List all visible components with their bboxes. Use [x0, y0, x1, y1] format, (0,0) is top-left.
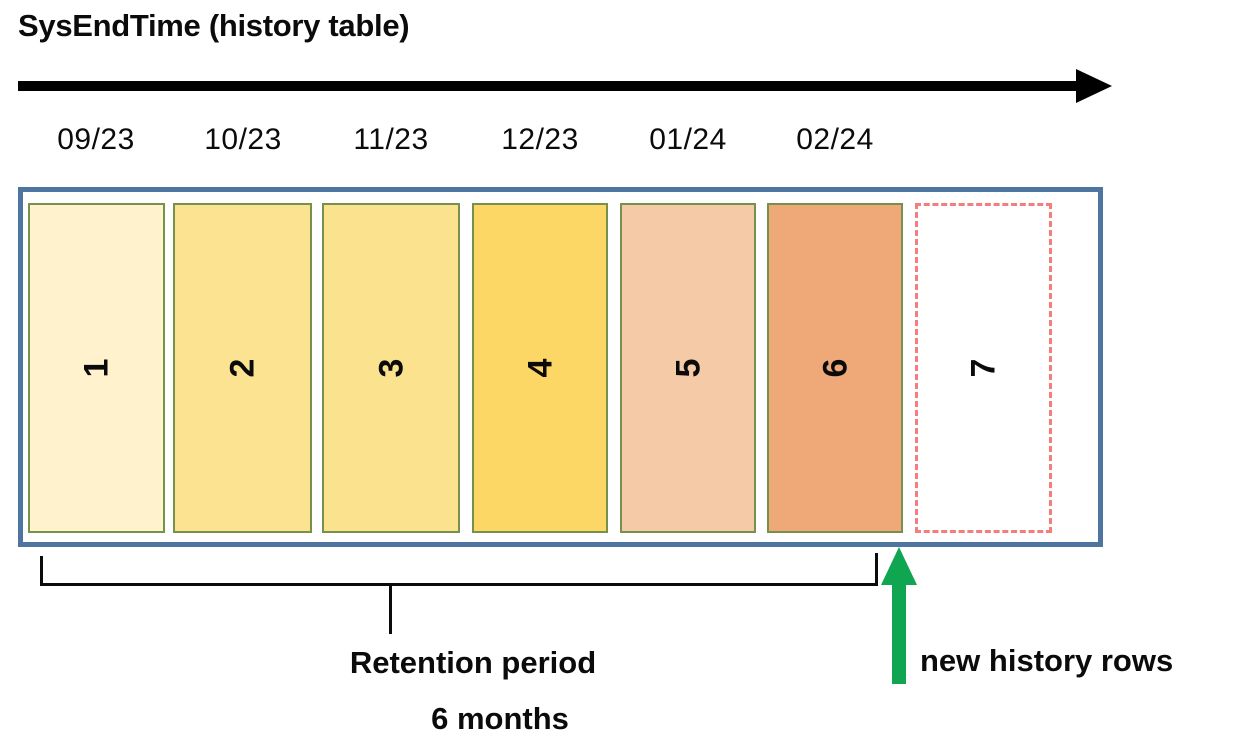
- month-label-4: 12/23: [501, 123, 579, 156]
- partition-number: 6: [815, 358, 854, 378]
- partition-5: 5: [620, 203, 756, 533]
- new-history-rows-label: new history rows: [920, 643, 1174, 678]
- diagram-title: SysEndTime (history table): [18, 8, 410, 43]
- right-arrow-icon: [1076, 69, 1112, 103]
- month-label-6: 02/24: [796, 123, 874, 156]
- retention-bracket-left-tick: [40, 556, 43, 586]
- partition-1: 1: [28, 203, 165, 533]
- partition-number: 4: [520, 358, 559, 378]
- up-arrow-icon: [881, 547, 917, 585]
- retention-bracket-stem: [389, 586, 392, 634]
- retention-bracket-line: [40, 583, 878, 586]
- partition-number: 7: [964, 358, 1003, 378]
- partition-4: 4: [472, 203, 608, 533]
- partition-number: 5: [668, 358, 707, 378]
- partition-2: 2: [173, 203, 312, 533]
- retention-period-label: Retention period: [349, 645, 597, 680]
- month-label-5: 01/24: [649, 123, 727, 156]
- retention-duration-label: 6 months: [431, 701, 569, 736]
- month-label-2: 10/23: [204, 123, 282, 156]
- month-label-3: 11/23: [353, 123, 429, 156]
- partition-6: 6: [767, 203, 903, 533]
- month-label-1: 09/23: [57, 123, 135, 156]
- partition-3: 3: [322, 203, 460, 533]
- partition-7-pending: 7: [915, 203, 1052, 533]
- timeline-arrow-line: [18, 81, 1078, 91]
- up-arrow-shaft: [892, 583, 906, 684]
- retention-bracket-right-tick: [875, 553, 878, 586]
- partition-number: 2: [223, 358, 262, 378]
- partition-number: 1: [77, 358, 116, 378]
- partition-number: 3: [371, 358, 410, 378]
